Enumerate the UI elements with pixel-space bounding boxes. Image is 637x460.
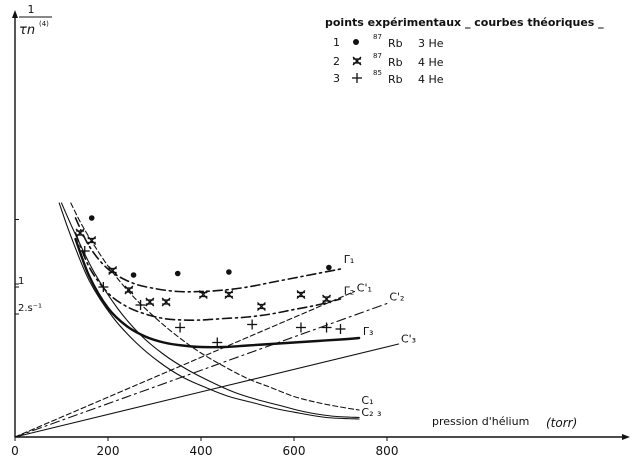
point-star-stroke xyxy=(124,285,134,295)
point-star-stroke xyxy=(87,236,97,245)
point-dot xyxy=(88,215,95,221)
curve-6 xyxy=(70,202,360,411)
curve-7 xyxy=(60,202,360,419)
point-star xyxy=(124,285,134,295)
curve-label-C'3: C'₃ xyxy=(401,333,416,346)
point-star-stroke xyxy=(108,266,118,275)
point-star-stroke xyxy=(224,290,234,299)
x-axis-label: pression d'hélium (torr) xyxy=(432,415,577,430)
y-axis-arrow xyxy=(12,10,18,18)
y-axis-label: 1 τn (4) xyxy=(19,3,52,38)
y-tick-label: 2.s⁻¹ xyxy=(18,303,42,314)
y-label-superscript: (4) xyxy=(39,20,49,28)
curve-4 xyxy=(14,302,388,438)
point-star xyxy=(224,290,234,299)
curve-8 xyxy=(58,202,360,420)
x-tick-label: 800 xyxy=(376,444,399,458)
curve-label-C1: C₁ xyxy=(361,394,373,407)
legend-row-num: 1 xyxy=(333,36,340,49)
point-star xyxy=(256,302,266,311)
point-dot xyxy=(326,264,332,271)
curve-label-C23: C₂ ₃ xyxy=(361,406,381,419)
legend-row-element: Rb xyxy=(388,56,403,69)
legend-dot-marker xyxy=(353,39,359,45)
y-label-numerator: 1 xyxy=(28,3,35,16)
legend-row-isotope: 85 xyxy=(373,69,382,77)
curve-label-Γ2: Γ₂ xyxy=(344,285,355,298)
legend-row-num: 2 xyxy=(333,55,340,68)
x-tick-label: 0 xyxy=(11,444,19,458)
curves xyxy=(14,202,400,438)
legend-row-isotope: 87 xyxy=(373,33,382,41)
point-star xyxy=(87,236,97,245)
legend-row-3: 3 85 Rb 4 He xyxy=(333,69,444,86)
x-axis-arrow xyxy=(622,434,630,440)
point-plus xyxy=(98,282,109,292)
legend-title: points expérimentaux _ courbes théorique… xyxy=(325,16,604,29)
point-plus xyxy=(175,322,186,333)
point-star xyxy=(322,294,332,304)
legend-row-gas: 3 He xyxy=(418,37,444,50)
point-star-stroke xyxy=(322,294,332,304)
x-tick-label: 600 xyxy=(283,444,306,458)
legend-row-element: Rb xyxy=(388,73,403,86)
curve-1 xyxy=(74,232,342,322)
legend-star-marker xyxy=(352,56,362,66)
point-star-stroke xyxy=(161,297,171,307)
point-star-stroke xyxy=(145,297,155,307)
y-label-denominator: τn xyxy=(19,23,35,38)
x-label-unit: (torr) xyxy=(546,416,577,430)
point-star-stroke xyxy=(296,290,306,299)
legend-plus-marker xyxy=(352,73,362,83)
point-plus xyxy=(247,319,258,330)
curve-3 xyxy=(14,290,356,438)
legend-row-gas: 4 He xyxy=(418,73,444,86)
point-star-stroke xyxy=(256,302,266,311)
x-tick-label: 200 xyxy=(97,444,120,458)
legend-row-element: Rb xyxy=(388,37,403,50)
point-star-stroke xyxy=(75,228,85,238)
curve-0 xyxy=(74,217,342,293)
data-points xyxy=(75,215,346,348)
legend-row-num: 3 xyxy=(333,72,340,85)
point-plus xyxy=(212,337,223,348)
curve-label-C'2: C'₂ xyxy=(389,291,404,304)
point-star xyxy=(108,266,118,275)
point-plus xyxy=(321,322,332,333)
point-star-stroke xyxy=(198,290,208,299)
point-plus xyxy=(335,324,346,334)
point-star xyxy=(198,290,208,299)
legend-row-gas: 4 He xyxy=(418,56,444,69)
axes: 0 200 400 600 800 1 2.s⁻¹ xyxy=(11,10,630,458)
point-dot xyxy=(174,270,181,277)
point-plus xyxy=(135,300,146,310)
legend-row-isotope: 87 xyxy=(373,52,382,60)
point-star xyxy=(161,297,171,307)
legend-row-2: 2 87 Rb 4 He xyxy=(333,52,444,69)
legend-row-1: 1 87 Rb 3 He xyxy=(333,33,444,50)
point-plus xyxy=(295,322,306,333)
curve-2 xyxy=(74,237,361,349)
curve-label-C'1: C'₁ xyxy=(357,282,372,295)
x-label-text: pression d'hélium xyxy=(432,415,529,428)
curve-label-Γ1: Γ₁ xyxy=(344,253,355,266)
point-dot xyxy=(226,269,232,275)
point-star xyxy=(296,290,306,299)
curve-5 xyxy=(14,343,400,438)
legend: points expérimentaux _ courbes théorique… xyxy=(325,16,604,86)
point-dot xyxy=(130,272,137,278)
x-tick-label: 400 xyxy=(190,444,213,458)
curve-label-Γ3: Γ₃ xyxy=(363,325,374,338)
y-tick-label: 1 xyxy=(18,276,24,287)
point-plus xyxy=(79,246,90,256)
point-star xyxy=(75,228,85,238)
point-star xyxy=(145,297,155,307)
